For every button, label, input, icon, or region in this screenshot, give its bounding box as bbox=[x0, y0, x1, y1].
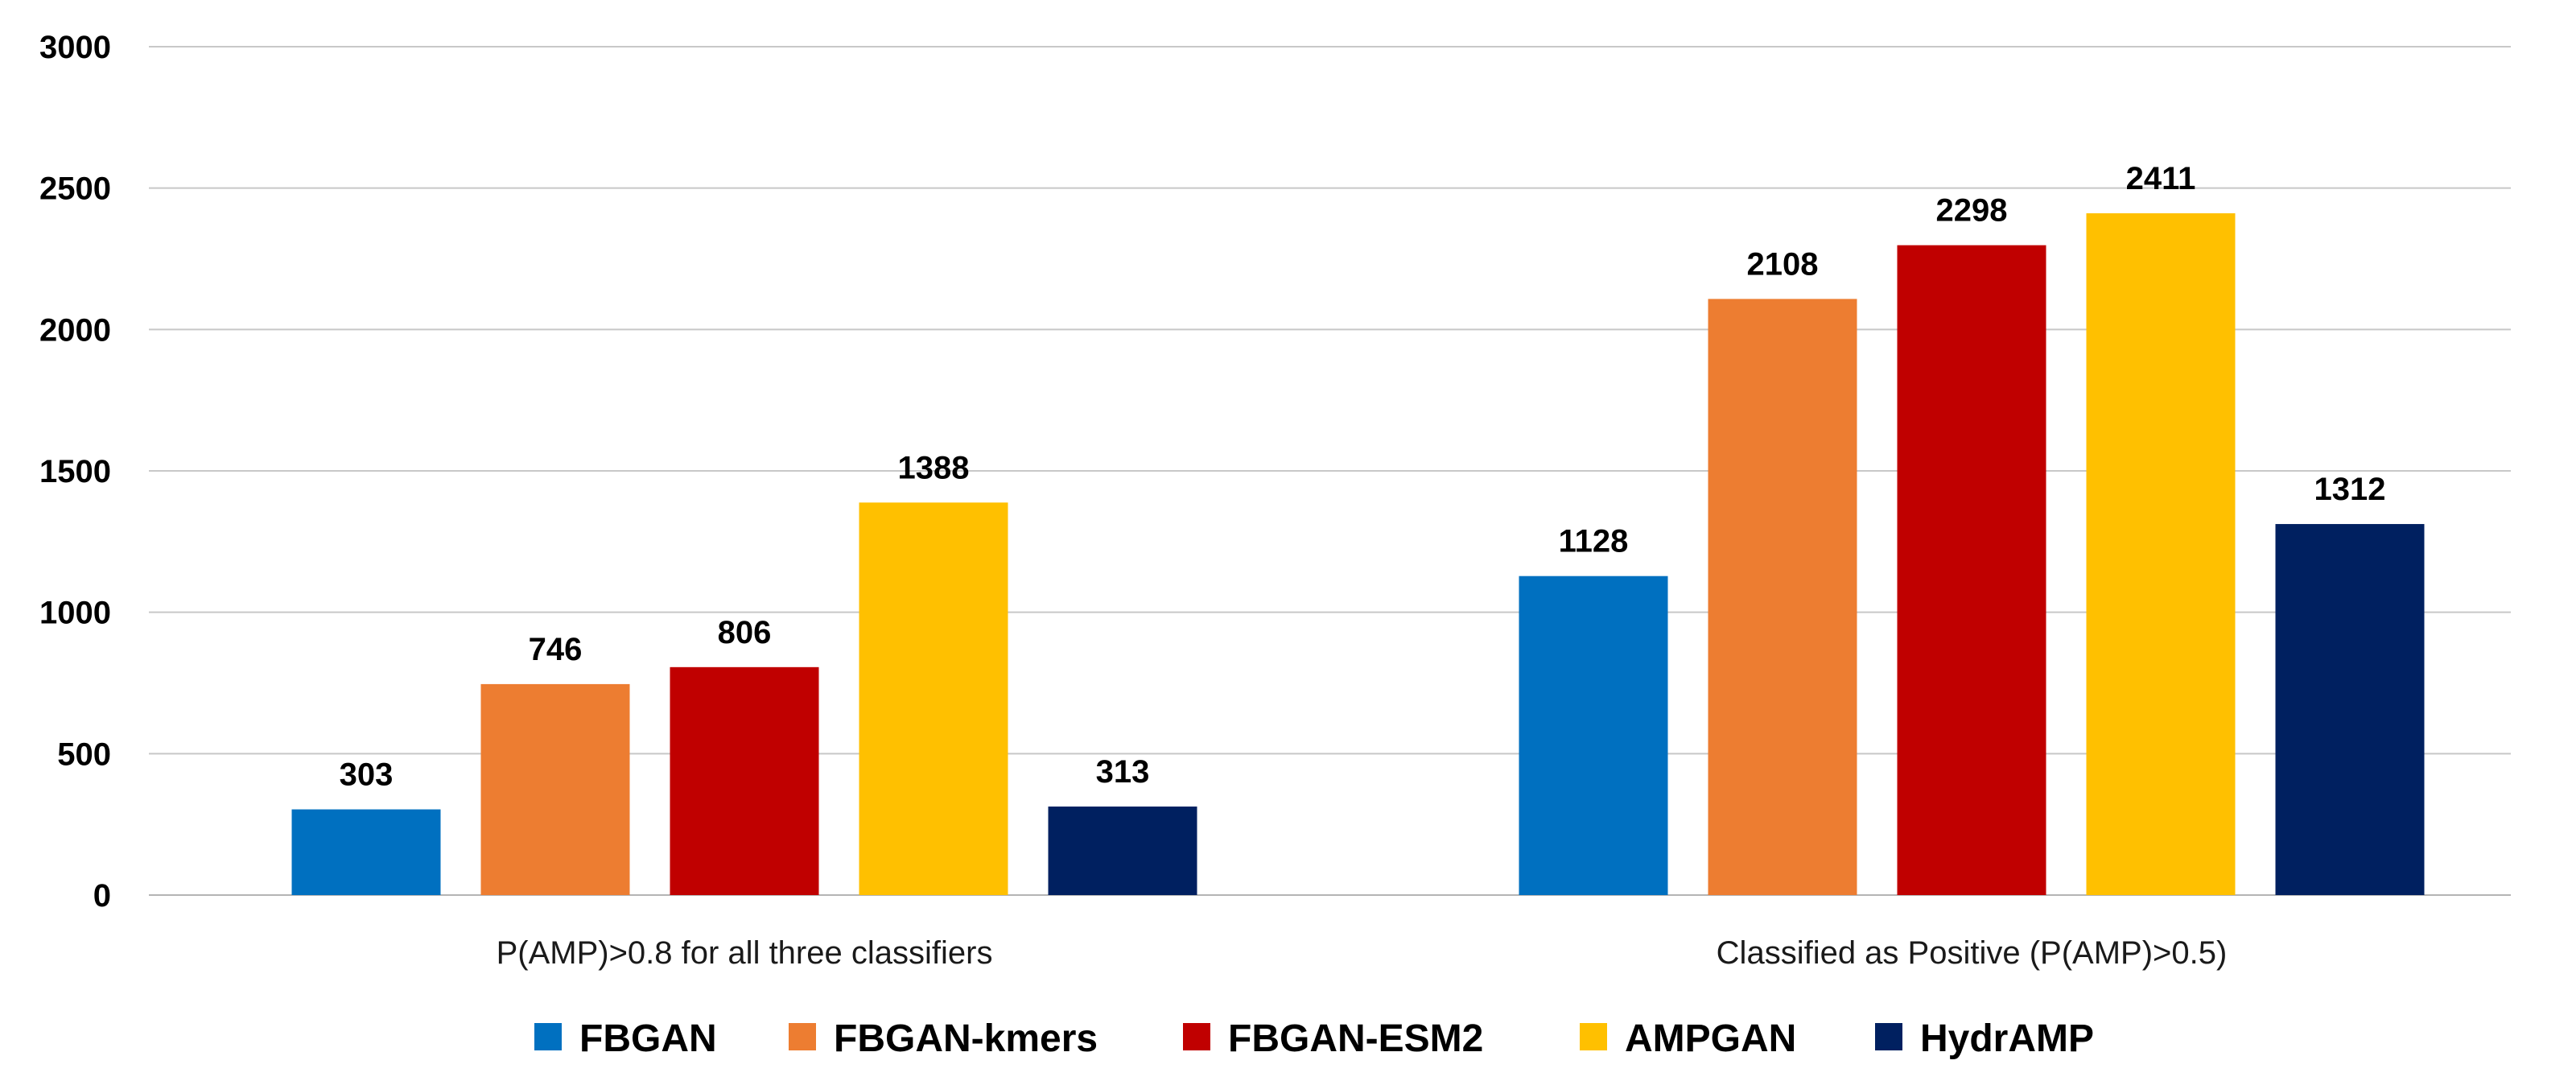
legend-swatch-fbgan bbox=[534, 1023, 562, 1050]
legend-label-ampgan: AMPGAN bbox=[1625, 1017, 1796, 1060]
bar-ampgan-group-2 bbox=[2086, 212, 2236, 896]
legend-swatch-fbgan-esm2 bbox=[1183, 1023, 1210, 1050]
category-label-1: P(AMP)>0.8 for all three classifiers bbox=[497, 935, 993, 971]
data-label-hydramp-group-1: 313 bbox=[1096, 754, 1150, 790]
bar-hydramp-group-2 bbox=[2275, 524, 2425, 895]
bar-hydramp-group-1 bbox=[1048, 807, 1197, 895]
y-tick-label-3000: 3000 bbox=[39, 30, 111, 65]
y-tick-label-0: 0 bbox=[93, 878, 111, 914]
bar-fbgan-kmers-group-2 bbox=[1708, 299, 1857, 895]
data-label-hydramp-group-2: 1312 bbox=[2314, 472, 2386, 507]
data-label-fbgan-kmers-group-1: 746 bbox=[529, 632, 583, 667]
legend-label-fbgan: FBGAN bbox=[579, 1017, 717, 1060]
legend: FBGAN FBGAN-kmers FBGAN-ESM2 AMPGAN HydrAMP bbox=[534, 1017, 2094, 1060]
legend-label-fbgan-kmers: FBGAN-kmers bbox=[834, 1017, 1098, 1060]
bar-ampgan-group-1 bbox=[859, 502, 1008, 895]
bar-fbgan-group-1 bbox=[291, 809, 441, 895]
legend-label-fbgan-esm2: FBGAN-ESM2 bbox=[1228, 1017, 1483, 1060]
data-labels: 303 746 806 1388 313 1128 2108 2298 2411 1312 bbox=[340, 161, 2386, 793]
data-label-fbgan-group-1: 303 bbox=[340, 757, 394, 793]
bars bbox=[291, 212, 2425, 896]
bar-fbgan-group-2 bbox=[1519, 576, 1668, 895]
data-label-fbgan-kmers-group-2: 2108 bbox=[1747, 246, 1819, 282]
y-tick-label-1500: 1500 bbox=[39, 454, 111, 489]
category-label-2: Classified as Positive (P(AMP)>0.5) bbox=[1717, 935, 2228, 971]
bar-fbgan-esm2-group-1 bbox=[670, 666, 819, 895]
data-label-ampgan-group-1: 1388 bbox=[898, 450, 970, 485]
data-label-fbgan-esm2-group-2: 2298 bbox=[1936, 193, 2008, 229]
legend-swatch-hydramp bbox=[1875, 1023, 1902, 1050]
legend-swatch-ampgan bbox=[1580, 1023, 1607, 1050]
y-tick-label-2500: 2500 bbox=[39, 171, 111, 207]
data-label-fbgan-group-2: 1128 bbox=[1559, 524, 1629, 559]
data-label-fbgan-esm2-group-1: 806 bbox=[718, 615, 772, 650]
bar-fbgan-kmers-group-1 bbox=[480, 683, 630, 895]
legend-label-hydramp: HydrAMP bbox=[1920, 1017, 2094, 1060]
y-tick-label-2000: 2000 bbox=[39, 312, 111, 348]
legend-swatch-fbgan-kmers bbox=[789, 1023, 816, 1050]
y-tick-label-500: 500 bbox=[57, 736, 111, 772]
y-tick-label-1000: 1000 bbox=[39, 596, 111, 631]
y-axis-tick-labels: 0 500 1000 1500 2000 2500 3000 bbox=[39, 30, 111, 914]
bar-fbgan-esm2-group-2 bbox=[1897, 245, 2046, 895]
category-labels: P(AMP)>0.8 for all three classifiers Clas… bbox=[497, 935, 2228, 971]
data-label-ampgan-group-2: 2411 bbox=[2126, 161, 2196, 196]
